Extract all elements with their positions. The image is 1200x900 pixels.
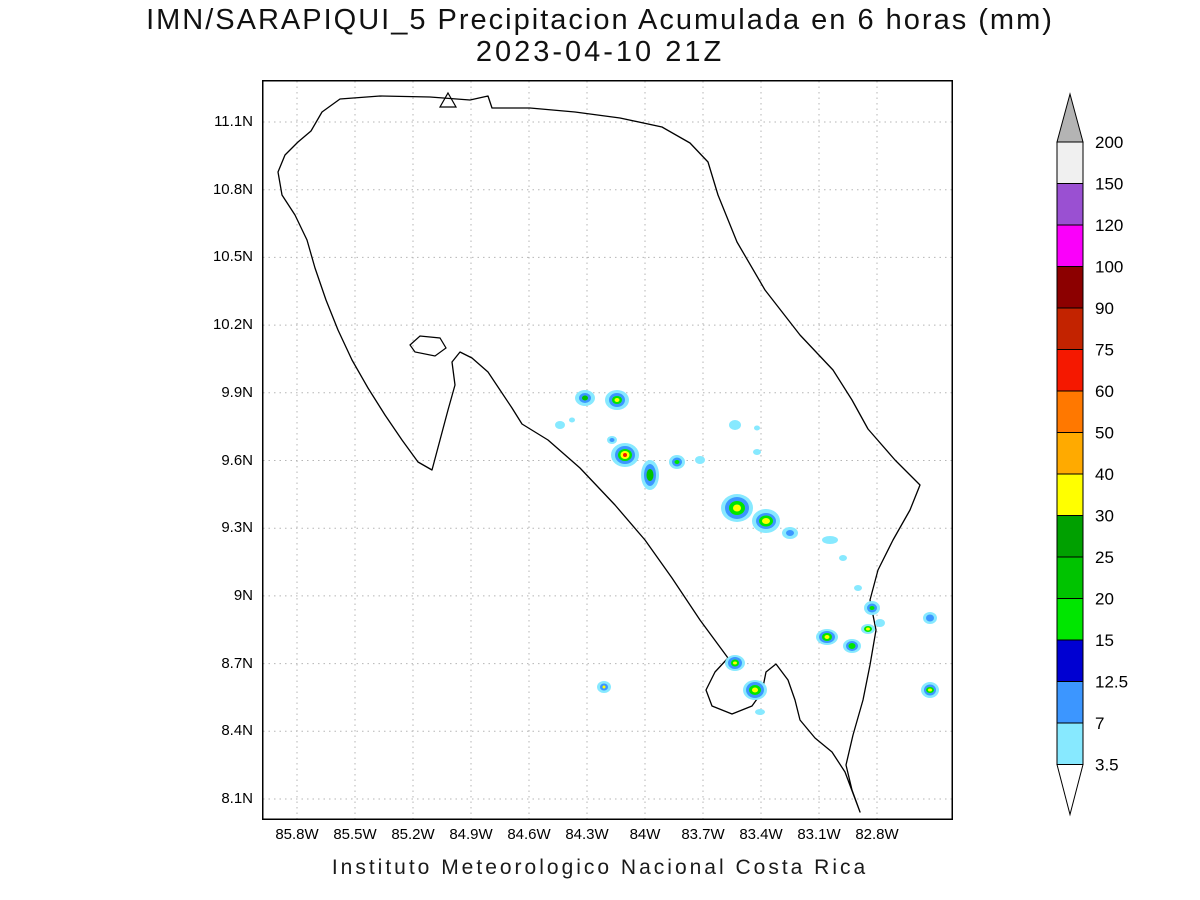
chart-subtitle-datetime: 2023-04-10 21Z [475,36,725,68]
precip-contour-ring [928,688,932,692]
lon-tick-label: 83.4W [739,826,783,843]
colorbar-level-label: 120 [1095,216,1123,235]
colorbar-box [1056,556,1084,599]
colorbar-box [1056,349,1084,392]
colorbar-box [1056,722,1084,765]
colorbar-box [1056,681,1084,724]
precip-contour-ring [786,530,794,536]
colorbar-level-label: 75 [1095,341,1114,360]
precip-contour-ring [569,417,575,423]
lon-tick-label: 85.2W [391,826,435,843]
precip-contour-ring [609,438,615,442]
precip-contour-ring [646,469,654,481]
precip-contour-ring [848,643,856,649]
colorbar-box [1056,598,1084,641]
colorbar-level-label: 150 [1095,175,1123,194]
footer-attribution: Instituto Meteorologico Nacional Costa R… [331,856,869,879]
precip-contour-ring [733,504,741,512]
colorbar-lower-triangle [1056,764,1084,817]
precip-contour-ring [729,420,741,430]
precip-contour-ring [869,606,875,610]
map-plot [262,80,953,820]
precip-contour-ring [762,518,770,524]
costa-rica-coastline [277,95,921,813]
colorbar-level-label: 60 [1095,382,1114,401]
precip-contour-ring [824,635,830,639]
lon-tick-label: 83.7W [681,826,725,843]
lat-tick-label: 10.2N [212,316,253,334]
precip-contour-ring [926,614,934,622]
lat-tick-label: 8.7N [221,654,253,672]
precip-contour-ring [614,398,620,402]
precip-contour-ring [695,456,705,464]
lat-tick-label: 9N [233,586,253,604]
colorbar-level-label: 7 [1095,714,1104,733]
colorbar-box [1056,266,1084,309]
precip-contour-ring [875,619,885,627]
lon-tick-label: 83.1W [797,826,841,843]
precip-contour-ring [866,627,870,631]
colorbar-box [1056,432,1084,475]
lat-tick-label: 11.1N [214,113,253,130]
colorbar-box [1056,183,1084,226]
precip-contour-ring [754,425,760,431]
precip-contour-ring [854,585,862,591]
precip-contour-ring [623,453,627,457]
lat-tick-label: 9.6N [221,451,253,469]
colorbar-legend: 200 150 120 100 90 75 60 50 40 30 25 20 15 12.5 7 3.5 [1056,92,1128,817]
lat-tick-label: 9.9N [221,383,253,401]
lat-tick-label: 8.1N [221,790,253,807]
colorbar-level-label: 20 [1095,590,1114,609]
chart-title: IMN/SARAPIQUI_5 Precipitacion Acumulada … [146,4,1054,36]
precip-contour-ring [674,460,680,464]
lon-tick-label: 84.9W [449,826,493,843]
precip-contour-ring [753,449,761,455]
colorbar-box [1056,390,1084,433]
lon-tick-label: 84.3W [565,826,609,843]
map-frame [262,80,953,820]
colorbar-box [1056,515,1084,558]
colorbar-level-label: 15 [1095,631,1114,650]
colorbar-level-label: 40 [1095,465,1114,484]
precip-contour-ring [582,395,588,401]
lat-tick-label: 10.8N [212,180,253,198]
colorbar-level-label: 200 [1095,133,1123,152]
precip-contour-ring [755,709,765,715]
colorbar-level-label: 100 [1095,258,1123,277]
precip-contour-ring [752,687,758,693]
precip-contour-ring [822,536,838,544]
colorbar-upper-triangle [1056,92,1084,143]
lon-tick-label: 82.8W [855,826,899,843]
colorbar-level-label: 3.5 [1095,756,1119,775]
colorbar-level-label: 90 [1095,299,1114,318]
colorbar-box [1056,639,1084,682]
lake-outline [409,335,447,357]
precip-contour-ring [555,421,565,429]
colorbar-box [1056,141,1084,184]
lon-tick-label: 85.8W [275,826,319,843]
colorbar-box [1056,473,1084,516]
lon-tick-label: 85.5W [333,826,377,843]
colorbar-box [1056,224,1084,267]
precip-contour-ring [839,555,847,561]
lat-tick-label: 8.4N [221,722,253,740]
colorbar-level-label: 30 [1095,507,1114,526]
lon-tick-label: 84W [629,826,661,843]
colorbar-box [1056,307,1084,350]
precip-contour-ring [733,661,737,665]
colorbar-level-label: 12.5 [1095,673,1128,692]
colorbar-level-label: 50 [1095,424,1114,443]
colorbar-level-label: 25 [1095,548,1114,567]
lat-tick-label: 9.3N [221,519,253,537]
precip-contour-ring [602,685,606,689]
lat-tick-label: 10.5N [212,248,253,266]
lon-tick-label: 84.6W [507,826,551,843]
island-marker [438,91,458,108]
